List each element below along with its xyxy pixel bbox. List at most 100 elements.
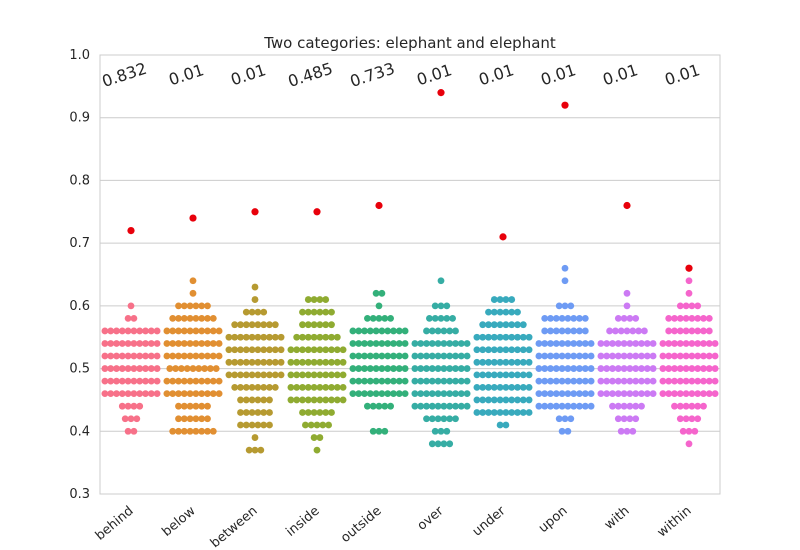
- data-point: [428, 352, 436, 360]
- data-point: [659, 365, 667, 372]
- data-point: [118, 390, 126, 398]
- data-point: [204, 390, 211, 398]
- data-point: [328, 409, 335, 416]
- data-point: [118, 327, 126, 335]
- data-point: [700, 352, 707, 360]
- data-point: [576, 340, 583, 347]
- data-point: [287, 371, 295, 379]
- data-point: [316, 371, 324, 379]
- data-point: [242, 358, 250, 366]
- data-point: [310, 409, 318, 416]
- data-point: [313, 446, 321, 454]
- data-point: [443, 302, 451, 310]
- data-point: [676, 415, 684, 423]
- data-point: [124, 315, 132, 322]
- data-point: [564, 402, 572, 410]
- data-point: [629, 327, 637, 335]
- data-point: [328, 321, 335, 329]
- data-point: [248, 371, 256, 379]
- data-point: [685, 427, 693, 435]
- data-point: [313, 421, 321, 429]
- data-point: [649, 365, 657, 372]
- data-point: [316, 296, 324, 303]
- y-axis-ticks: 0.3 0.4 0.5 0.6 0.7 0.8 0.9 1.0: [69, 48, 90, 502]
- data-point: [384, 352, 392, 360]
- p-value-under: 0.01: [476, 60, 516, 89]
- data-point: [387, 402, 394, 410]
- data-point: [547, 365, 554, 372]
- data-point: [626, 415, 634, 423]
- data-point: [204, 302, 211, 310]
- data-point: [552, 402, 560, 410]
- highlight-point-between: [251, 208, 259, 216]
- data-point: [130, 427, 138, 435]
- data-point: [304, 358, 312, 366]
- data-point: [508, 383, 516, 391]
- data-point: [576, 315, 583, 322]
- data-point: [225, 333, 233, 341]
- data-point: [547, 402, 554, 410]
- data-point: [576, 377, 583, 385]
- data-point: [316, 346, 324, 354]
- data-point: [603, 365, 611, 372]
- data-point: [192, 415, 200, 423]
- data-point: [473, 346, 481, 354]
- data-point: [671, 377, 678, 385]
- data-point: [485, 371, 492, 379]
- data-point: [136, 365, 144, 372]
- data-point: [694, 315, 702, 322]
- data-point: [635, 327, 642, 335]
- p-value-within: 0.01: [662, 60, 702, 89]
- data-point: [597, 390, 605, 398]
- data-point: [457, 340, 465, 347]
- data-point: [204, 377, 211, 385]
- data-point: [198, 377, 206, 385]
- swarm-under: [473, 233, 533, 429]
- data-point: [434, 440, 442, 448]
- data-point: [147, 352, 155, 360]
- data-point: [316, 358, 324, 366]
- data-point: [685, 277, 693, 285]
- data-point: [180, 327, 188, 335]
- data-point: [369, 402, 377, 410]
- data-point: [372, 327, 380, 335]
- data-point: [694, 402, 702, 410]
- data-point: [307, 421, 315, 429]
- data-point: [166, 365, 174, 372]
- y-tick-label: 0.7: [69, 236, 90, 251]
- data-point: [525, 371, 533, 379]
- data-point: [180, 415, 188, 423]
- data-point: [485, 333, 492, 341]
- data-point: [496, 383, 504, 391]
- data-point: [277, 346, 285, 354]
- data-point: [682, 352, 690, 360]
- data-point: [691, 427, 699, 435]
- data-point: [328, 383, 335, 391]
- data-point: [390, 377, 397, 385]
- data-point: [124, 427, 132, 435]
- p-value-labels: 0.832 0.01 0.01 0.485 0.733 0.01 0.01 0.01 0.01 0…: [100, 59, 703, 91]
- data-point: [175, 352, 182, 360]
- data-point: [547, 327, 554, 335]
- data-point: [558, 340, 566, 347]
- data-point: [147, 327, 155, 335]
- data-point: [204, 427, 211, 435]
- data-point: [558, 365, 566, 372]
- data-point: [496, 409, 504, 416]
- data-point: [614, 340, 622, 347]
- data-point: [576, 402, 583, 410]
- data-point: [626, 390, 634, 398]
- data-point: [446, 440, 454, 448]
- highlight-point-with: [623, 201, 631, 210]
- data-point: [395, 390, 403, 398]
- data-point: [215, 377, 223, 385]
- data-point: [124, 340, 132, 347]
- data-point: [490, 308, 498, 316]
- data-point: [209, 427, 217, 435]
- data-point: [629, 427, 637, 435]
- data-point: [101, 377, 109, 385]
- data-point: [355, 365, 363, 372]
- data-point: [124, 365, 132, 372]
- data-point: [101, 327, 109, 335]
- data-point: [163, 390, 171, 398]
